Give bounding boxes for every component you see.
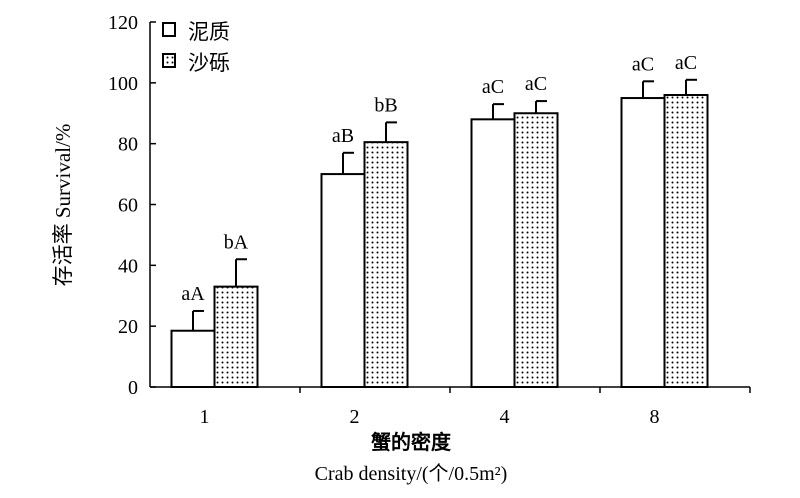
bar-gravel <box>213 285 259 388</box>
significance-label: bB <box>374 94 397 116</box>
x-tick-label: 1 <box>200 406 210 428</box>
significance-label: aB <box>332 125 354 147</box>
y-tick-label: 120 <box>108 12 138 34</box>
y-axis-label: 存活率 Survival/% <box>51 124 75 287</box>
bar-mud <box>620 97 666 389</box>
significance-label: aA <box>181 283 205 305</box>
significance-label: aC <box>632 53 654 75</box>
y-tick-label: 0 <box>128 377 138 399</box>
axes: 0 20 40 60 80 100 120 1 2 4 8 <box>108 12 751 428</box>
significance-labels: aA bA aB bB aC aC aC aC <box>181 52 697 305</box>
x-axis-label-en: Crab density/(个/0.5m²) <box>315 462 508 485</box>
y-tick-label: 40 <box>118 255 138 277</box>
bar-mud <box>170 329 216 388</box>
legend: 泥质 沙砾 <box>162 20 230 75</box>
y-tick-label: 80 <box>118 134 138 156</box>
significance-label: aC <box>482 76 504 98</box>
x-tick-label: 8 <box>650 406 660 428</box>
y-tick-label: 60 <box>118 195 138 217</box>
legend-swatch-gravel <box>162 53 176 68</box>
bar-mud <box>320 173 366 388</box>
bar-gravel <box>663 94 709 388</box>
bar-mud <box>470 118 516 388</box>
y-tick-label: 100 <box>108 73 138 95</box>
y-tick-label: 20 <box>118 316 138 338</box>
x-axis-label-cn: 蟹的密度 <box>371 430 452 454</box>
bar-gravel <box>363 141 409 388</box>
x-tick-label: 4 <box>500 406 510 428</box>
significance-label: aC <box>675 52 697 74</box>
legend-swatch-mud <box>162 22 176 37</box>
x-tick-label: 2 <box>350 406 360 428</box>
legend-label-gravel: 沙砾 <box>188 51 230 75</box>
legend-label-mud: 泥质 <box>188 20 230 44</box>
bar-gravel <box>513 112 559 388</box>
bars <box>170 78 709 389</box>
significance-label: bA <box>224 231 249 253</box>
significance-label: aC <box>525 73 547 95</box>
